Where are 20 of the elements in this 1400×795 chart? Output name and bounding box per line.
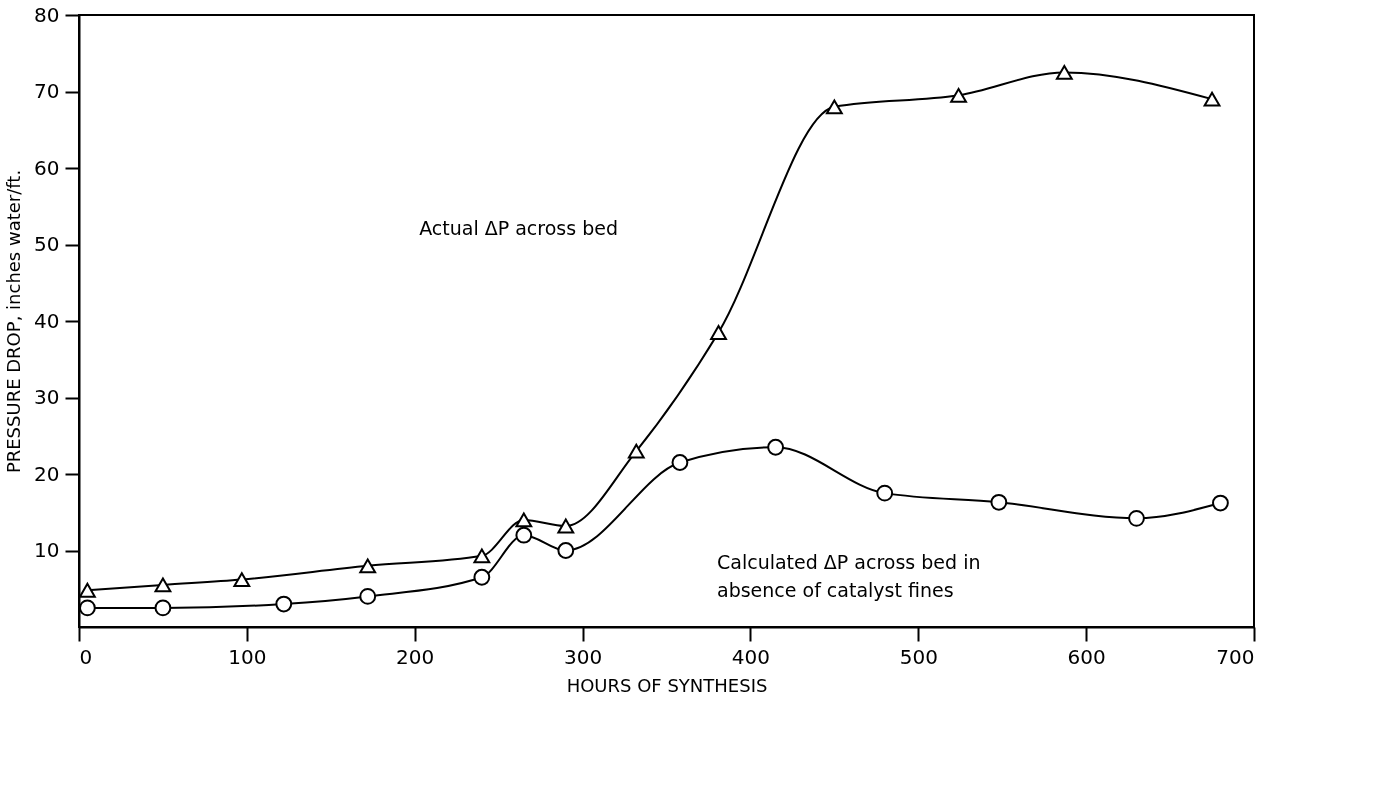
y-tick-label: 70 bbox=[34, 79, 60, 103]
x-tick-label: 300 bbox=[563, 644, 603, 669]
annotation: Calculated ΔP across bed in absence of catalyst fines bbox=[717, 551, 981, 602]
y-tick-label: 30 bbox=[34, 385, 60, 409]
x-tick-label: 700 bbox=[1216, 644, 1255, 669]
y-tick-label: 60 bbox=[34, 155, 60, 180]
x-tick-label: 600 bbox=[1067, 644, 1106, 669]
y-axis-title: PRESSURE DROP, inches water/ft. bbox=[3, 169, 25, 474]
x-tick-label: 400 bbox=[731, 644, 771, 669]
x-tick-label: 500 bbox=[899, 644, 938, 669]
x-tick-label: 0 bbox=[79, 644, 93, 669]
y-tick-label: 10 bbox=[34, 538, 60, 562]
x-tick-label: 200 bbox=[396, 644, 435, 669]
y-tick-label: 50 bbox=[34, 232, 60, 256]
annotation: Actual ΔP across bed bbox=[419, 216, 618, 239]
y-tick-label: 80 bbox=[34, 2, 60, 27]
y-tick-label: 20 bbox=[34, 461, 60, 486]
y-tick-label: 40 bbox=[34, 308, 60, 333]
x-tick-label: 100 bbox=[228, 644, 267, 669]
x-axis-title: HOURS OF SYNTHESIS bbox=[566, 674, 768, 696]
